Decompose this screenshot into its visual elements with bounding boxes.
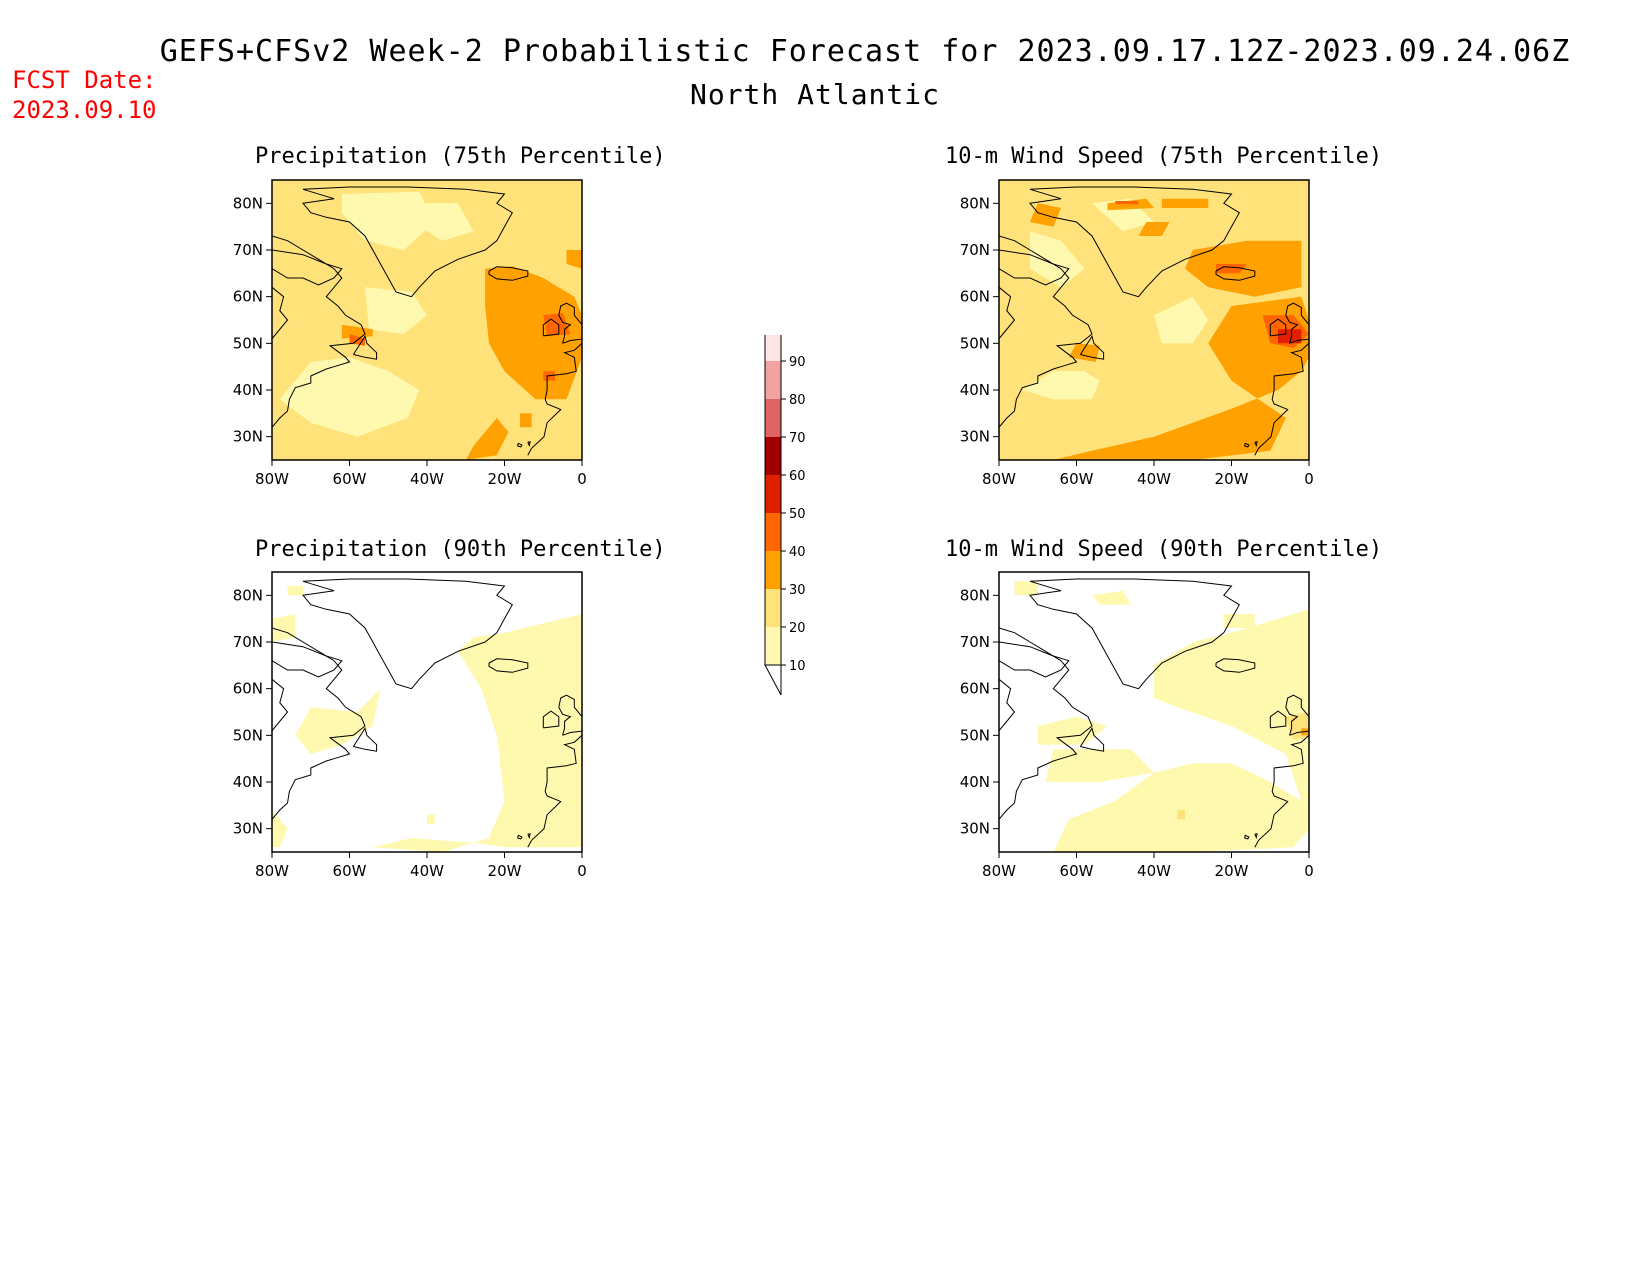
colorbar-segment (765, 551, 781, 589)
fcst-date-value: 2023.09.10 (12, 96, 157, 124)
lon-tick-label: 40W (410, 862, 444, 880)
coastlines (272, 186, 582, 456)
lat-tick-label: 80N (960, 586, 990, 604)
colorbar-tick-label: 10 (789, 659, 806, 674)
lat-tick-label: 30N (960, 820, 990, 838)
lat-tick-label: 30N (233, 428, 263, 446)
lon-tick-label: 40W (1137, 470, 1171, 488)
lon-tick-label: 20W (488, 470, 522, 488)
lat-tick-label: 40N (960, 381, 990, 399)
lon-tick-label: 80W (982, 470, 1016, 488)
map-field (999, 180, 1309, 460)
lat-tick-label: 40N (233, 773, 263, 791)
colorbar-tick-label: 40 (789, 545, 806, 560)
map-field (272, 180, 582, 460)
lat-tick-label: 60N (960, 288, 990, 306)
lon-tick-label: 40W (410, 470, 444, 488)
lon-tick-label: 80W (982, 862, 1016, 880)
panel-title-precip75: Precipitation (75th Percentile) (255, 144, 666, 169)
colorbar-segment (765, 323, 781, 361)
lat-tick-label: 30N (960, 428, 990, 446)
lon-tick-label: 60W (333, 470, 367, 488)
map-precip90: 80N 70N 60N 50N 40N 30N 80W 60W 40W 20W 0 (215, 567, 635, 887)
lat-tick-label: 70N (960, 241, 990, 259)
coastlines (272, 578, 582, 848)
lat-tick-label: 70N (233, 241, 263, 259)
fcst-date-label: FCST Date: (12, 66, 157, 94)
map-precip75: 80N 70N 60N 50N 40N 30N 80W 60W 40W 20W 0 (215, 175, 635, 495)
lat-tick-label: 80N (960, 194, 990, 212)
lon-tick-label: 40W (1137, 862, 1171, 880)
lon-tick-label: 60W (333, 862, 367, 880)
lon-tick-label: 0 (1304, 862, 1314, 880)
map-wind75: 80N 70N 60N 50N 40N 30N 80W 60W 40W 20W 0 (942, 175, 1362, 495)
panel-title-precip90: Precipitation (90th Percentile) (255, 537, 666, 562)
lon-tick-label: 60W (1060, 862, 1094, 880)
lat-tick-label: 30N (233, 820, 263, 838)
lon-tick-label: 0 (1304, 470, 1314, 488)
lat-tick-label: 50N (233, 726, 263, 744)
colorbar-segment (765, 399, 781, 437)
colorbar-tick-label: 50 (789, 507, 806, 522)
colorbar-segment (765, 627, 781, 665)
lat-tick-label: 40N (960, 773, 990, 791)
panel-title-wind90: 10-m Wind Speed (90th Percentile) (945, 537, 1383, 562)
lon-tick-label: 80W (255, 470, 289, 488)
map-field (999, 572, 1309, 852)
panel-title-wind75: 10-m Wind Speed (75th Percentile) (945, 144, 1383, 169)
lon-tick-label: 60W (1060, 470, 1094, 488)
page-title: GEFS+CFSv2 Week-2 Probabilistic Forecast… (159, 34, 1571, 69)
coastlines (999, 186, 1309, 456)
colorbar-segment (765, 361, 781, 399)
colorbar-tick-label: 60 (789, 469, 806, 484)
map-wind90: 80N 70N 60N 50N 40N 30N 80W 60W 40W 20W 0 (942, 567, 1362, 887)
lon-tick-label: 20W (488, 862, 522, 880)
lon-tick-label: 80W (255, 862, 289, 880)
lon-tick-label: 0 (577, 862, 587, 880)
coastlines (999, 578, 1309, 848)
colorbar-segment (765, 513, 781, 551)
map-field (272, 572, 582, 852)
lat-tick-label: 50N (960, 334, 990, 352)
lat-tick-label: 50N (233, 334, 263, 352)
colorbar-tick-label: 80 (789, 393, 806, 408)
lat-tick-label: 60N (960, 680, 990, 698)
lat-tick-label: 80N (233, 194, 263, 212)
region-subtitle: North Atlantic (689, 78, 940, 111)
lon-tick-label: 20W (1215, 470, 1249, 488)
colorbar-lower-tail (764, 664, 782, 696)
lat-tick-label: 70N (960, 633, 990, 651)
lat-tick-label: 40N (233, 381, 263, 399)
lat-tick-label: 60N (233, 288, 263, 306)
colorbar-segment (765, 475, 781, 513)
colorbar-tick-label: 70 (789, 431, 806, 446)
lon-tick-label: 0 (577, 470, 587, 488)
lon-tick-label: 20W (1215, 862, 1249, 880)
colorbar-segment (765, 437, 781, 475)
colorbar-tick-label: 90 (789, 355, 806, 370)
lat-tick-label: 80N (233, 586, 263, 604)
lat-tick-label: 70N (233, 633, 263, 651)
colorbar-tick-label: 20 (789, 621, 806, 636)
lat-tick-label: 60N (233, 680, 263, 698)
probability-colorbar: 10 20 30 40 50 60 70 80 90 (760, 287, 820, 709)
lat-tick-label: 50N (960, 726, 990, 744)
colorbar-tick-label: 30 (789, 583, 806, 598)
colorbar-segment (765, 589, 781, 627)
